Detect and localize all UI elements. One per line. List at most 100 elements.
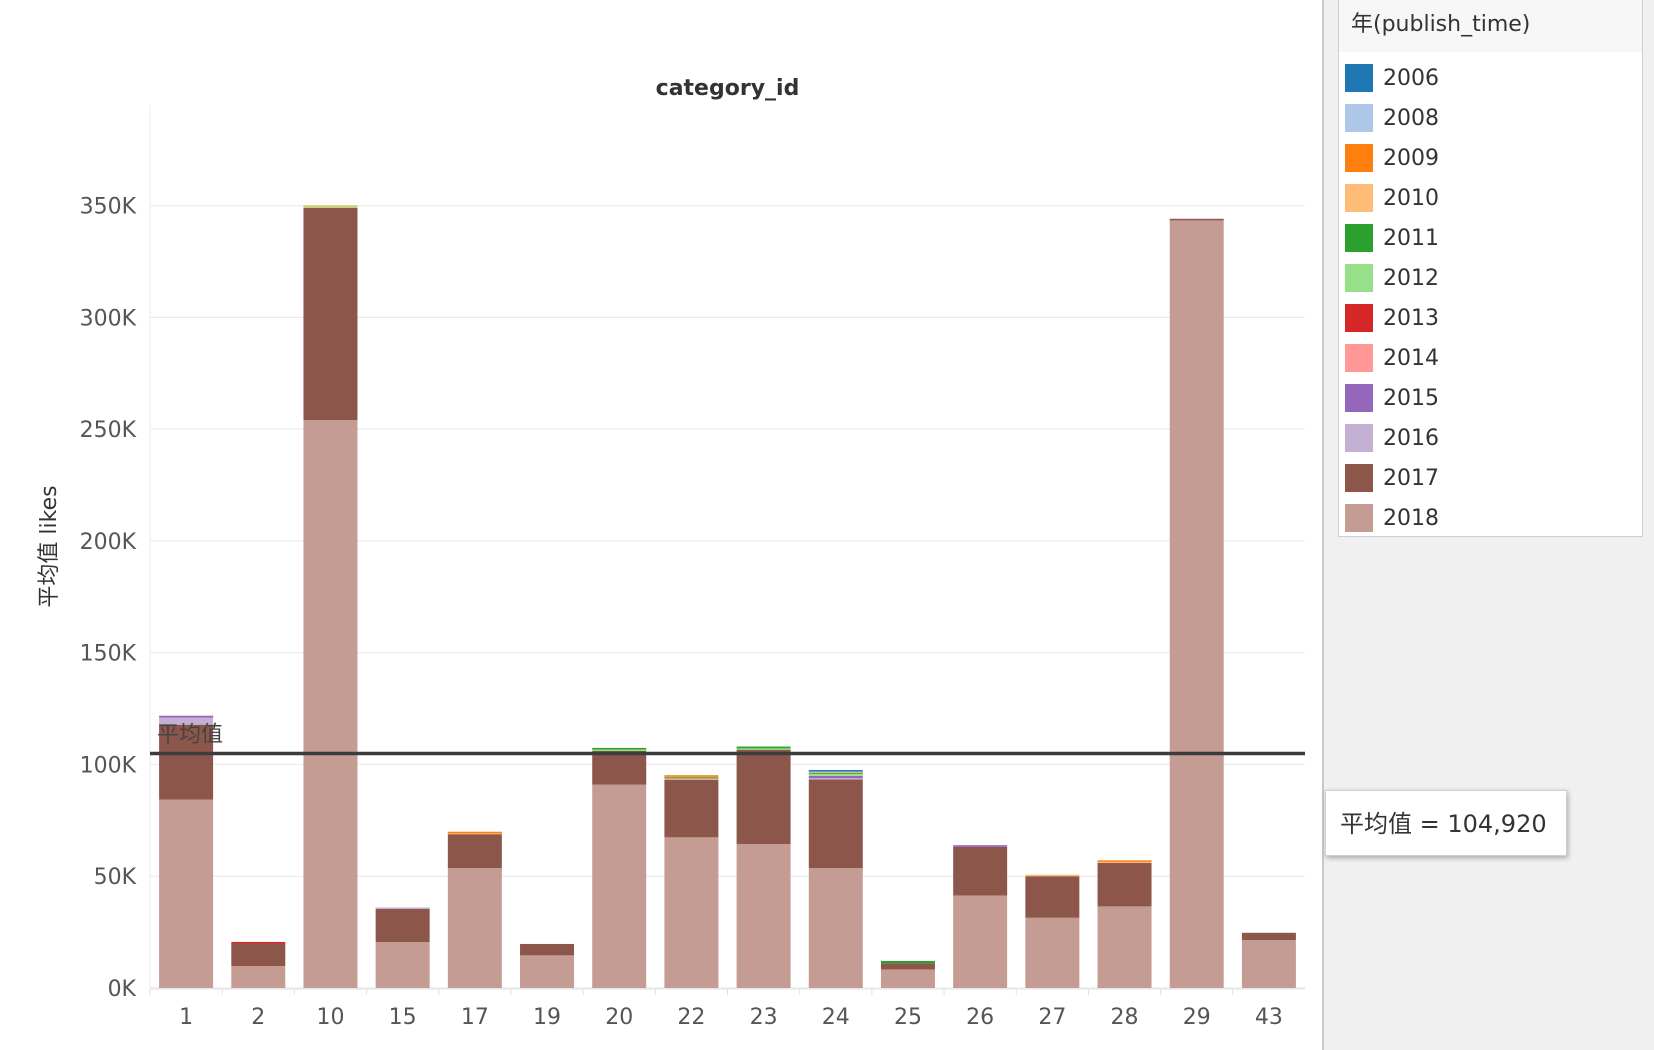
bar-segment-28-2009 bbox=[1097, 860, 1152, 862]
bar-segment-27-2010 bbox=[1025, 874, 1080, 877]
bar-segment-19-2017 bbox=[520, 943, 575, 956]
bar-segment-28-2017 bbox=[1097, 862, 1152, 907]
bar-segment-43-2017 bbox=[1241, 932, 1296, 941]
bar-segment-24-2011 bbox=[808, 772, 863, 774]
bar-stack-23 bbox=[736, 746, 791, 988]
bar-stack-28 bbox=[1097, 860, 1152, 988]
legend-swatch bbox=[1345, 184, 1373, 212]
bar-segment-2-2017 bbox=[231, 943, 286, 967]
legend-item-2016[interactable]: 2016 bbox=[1345, 418, 1642, 458]
legend-item-2015[interactable]: 2015 bbox=[1345, 378, 1642, 418]
bar-segment-15-2017 bbox=[375, 908, 430, 943]
x-tick-label: 28 bbox=[1111, 1005, 1139, 1030]
bar-stack-27 bbox=[1025, 874, 1080, 988]
y-tick-label: 150K bbox=[80, 642, 137, 667]
reference-line-group: 平均值 bbox=[150, 722, 1305, 756]
bar-stack-29 bbox=[1169, 218, 1224, 988]
bar-segment-15-2016 bbox=[375, 907, 430, 910]
bar-segment-20-2012 bbox=[592, 749, 647, 751]
legend-item-2009[interactable]: 2009 bbox=[1345, 138, 1642, 178]
legend-item-2018[interactable]: 2018 bbox=[1345, 498, 1642, 538]
bar-segment-1-2018 bbox=[159, 799, 214, 988]
bar-segment-24-2015 bbox=[808, 775, 863, 779]
bar-segment-17-2010 bbox=[447, 832, 502, 835]
x-tick-label: 10 bbox=[316, 1005, 344, 1030]
bar-segment-29-2017 bbox=[1169, 218, 1224, 221]
y-tick-label: 0K bbox=[108, 977, 137, 1002]
legend-label: 2009 bbox=[1383, 145, 1439, 171]
bar-segment-19-2018 bbox=[520, 955, 575, 988]
y-axis-label: 平均值 likes bbox=[37, 485, 62, 607]
bar-segment-2-2018 bbox=[231, 966, 286, 988]
legend-swatch bbox=[1345, 264, 1373, 292]
x-tick-label: 26 bbox=[966, 1005, 994, 1030]
bar-segment-10-2012 bbox=[303, 205, 358, 208]
bars bbox=[159, 205, 1296, 988]
legend-swatch bbox=[1345, 384, 1373, 412]
y-axis-ticks: 0K 50K 100K 150K 200K 250K 300K 350K bbox=[80, 195, 137, 1002]
y-tick-label: 200K bbox=[80, 530, 137, 555]
bar-segment-23-2012 bbox=[736, 748, 791, 750]
x-tick-label: 1 bbox=[179, 1005, 193, 1030]
bar-stack-25 bbox=[880, 960, 935, 988]
legend: 年(publish_time) 2006 2008 2009 2010 2011 2012… bbox=[1338, 0, 1643, 537]
bar-segment-26-2017 bbox=[953, 846, 1008, 896]
bar-segment-24-2012 bbox=[808, 773, 863, 776]
bar-segment-25-2011 bbox=[880, 960, 935, 964]
legend-label: 2018 bbox=[1383, 505, 1439, 531]
bar-segment-23-2018 bbox=[736, 844, 791, 988]
chart-svg: category_id 平均值 likes 0K 50K 100K 150K 200K 2… bbox=[37, 76, 1305, 1030]
bar-segment-20-2018 bbox=[592, 784, 647, 988]
legend-item-2014[interactable]: 2014 bbox=[1345, 338, 1642, 378]
legend-label: 2008 bbox=[1383, 105, 1439, 131]
bar-segment-22-2009 bbox=[664, 775, 719, 777]
x-axis-ticks: 1 2 10 15 17 19 20 22 23 24 25 26 27 28 29 43 bbox=[149, 988, 1305, 1030]
reference-line-tooltip: 平均值 = 104,920 bbox=[1325, 790, 1567, 856]
bar-segment-24-2016 bbox=[808, 778, 863, 780]
bar-segment-24-2017 bbox=[808, 779, 863, 869]
legend-item-2010[interactable]: 2010 bbox=[1345, 178, 1642, 218]
legend-swatch bbox=[1345, 304, 1373, 332]
bar-stack-26 bbox=[953, 845, 1008, 988]
chart-area: category_id 平均值 likes 0K 50K 100K 150K 200K 2… bbox=[37, 76, 1305, 1030]
bar-stack-2 bbox=[231, 941, 286, 988]
bar-segment-24-2018 bbox=[808, 868, 863, 988]
y-tick-label: 350K bbox=[80, 195, 137, 220]
legend-item-2013[interactable]: 2013 bbox=[1345, 298, 1642, 338]
x-tick-label: 2 bbox=[251, 1005, 265, 1030]
bar-segment-10-2018 bbox=[303, 420, 358, 988]
legend-swatch bbox=[1345, 424, 1373, 452]
bar-segment-28-2018 bbox=[1097, 906, 1152, 988]
legend-label: 2015 bbox=[1383, 385, 1439, 411]
x-tick-label: 29 bbox=[1183, 1005, 1211, 1030]
bar-segment-25-2018 bbox=[880, 969, 935, 988]
bar-segment-15-2018 bbox=[375, 942, 430, 988]
legend-title: 年(publish_time) bbox=[1339, 0, 1642, 52]
legend-item-2012[interactable]: 2012 bbox=[1345, 258, 1642, 298]
legend-item-2011[interactable]: 2011 bbox=[1345, 218, 1642, 258]
legend-label: 2012 bbox=[1383, 265, 1439, 291]
bar-segment-22-2017 bbox=[664, 779, 719, 838]
bar-segment-1-2016 bbox=[159, 717, 214, 725]
bar-segment-24-2010 bbox=[808, 771, 863, 773]
bar-segment-20-2017 bbox=[592, 750, 647, 785]
legend-swatch bbox=[1345, 224, 1373, 252]
y-tick-label: 300K bbox=[80, 306, 137, 331]
legend-item-2008[interactable]: 2008 bbox=[1345, 98, 1642, 138]
legend-label: 2011 bbox=[1383, 225, 1439, 251]
bar-segment-22-2014 bbox=[664, 778, 719, 781]
x-tick-label: 17 bbox=[461, 1005, 489, 1030]
x-tick-label: 43 bbox=[1255, 1005, 1283, 1030]
bar-stack-1 bbox=[159, 715, 214, 988]
legend-item-2017[interactable]: 2017 bbox=[1345, 458, 1642, 498]
x-tick-label: 24 bbox=[822, 1005, 850, 1030]
bar-segment-26-2015 bbox=[953, 845, 1008, 847]
bar-segment-17-2009 bbox=[447, 831, 502, 834]
bar-stack-15 bbox=[375, 907, 430, 988]
legend-item-2006[interactable]: 2006 bbox=[1345, 58, 1642, 98]
bar-segment-23-2017 bbox=[736, 749, 791, 845]
bar-segment-10-2010 bbox=[303, 205, 358, 207]
bar-segment-27-2017 bbox=[1025, 876, 1080, 918]
chart-title: category_id bbox=[656, 76, 800, 101]
legend-swatch bbox=[1345, 344, 1373, 372]
